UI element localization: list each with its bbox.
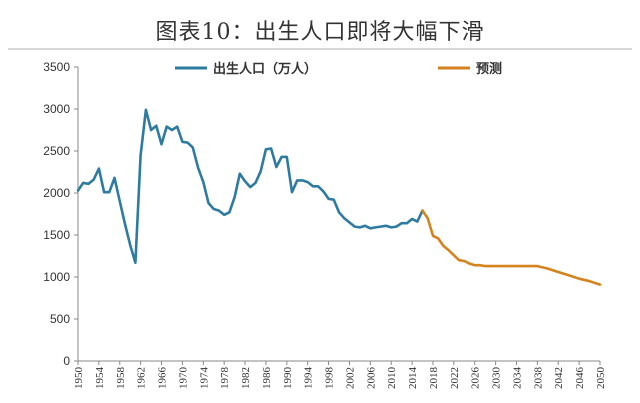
y-tick-label: 1500	[43, 228, 70, 242]
y-tick-label: 0	[63, 354, 70, 368]
x-tick-label: 2030	[491, 366, 503, 389]
x-tick-label: 2018	[428, 367, 440, 390]
y-tick-label: 2000	[43, 186, 70, 200]
x-tick-label: 2038	[532, 367, 544, 390]
x-tick-label: 2026	[470, 367, 482, 390]
x-tick-label: 1990	[282, 367, 294, 390]
x-tick-label: 2046	[574, 367, 586, 390]
x-tick-label: 1970	[177, 367, 189, 390]
x-tick-label: 1962	[136, 367, 148, 389]
y-tick-label: 500	[50, 312, 70, 326]
y-tick-label: 3000	[43, 102, 70, 116]
chart-title: 图表10：出生人口即将大幅下滑	[155, 20, 485, 45]
series-line-forecast	[421, 209, 602, 286]
chart-series	[76, 108, 602, 286]
chart-axes	[77, 67, 600, 362]
x-tick-label: 2006	[365, 367, 377, 390]
title-divider	[8, 48, 632, 50]
x-tick-label: 2050	[595, 367, 607, 390]
chart-legend: 出生人口（万人） 预测	[175, 61, 502, 77]
x-tick-label: 1998	[324, 367, 336, 390]
x-tick-label: 1974	[198, 367, 210, 390]
x-axis-ticks: 1950 1954 1958 1962 1966 1970 1974 1978 1982 1986…	[73, 361, 607, 389]
x-tick-label: 2034	[511, 367, 523, 390]
x-tick-label: 1978	[219, 367, 231, 390]
x-tick-label: 1986	[261, 367, 273, 390]
x-tick-label: 2042	[553, 367, 565, 389]
y-tick-label: 1000	[43, 270, 70, 284]
y-tick-label: 2500	[43, 144, 70, 158]
y-tick-label: 3500	[43, 60, 70, 74]
x-tick-label: 1958	[115, 367, 127, 390]
x-tick-label: 1994	[303, 367, 315, 390]
series-line-actual	[76, 108, 424, 265]
y-axis-ticks: 0 500 1000 1500 2000 2500 3000 3500	[43, 60, 78, 368]
x-tick-label: 2010	[386, 367, 398, 390]
legend-label-actual: 出生人口（万人）	[213, 61, 317, 77]
x-tick-label: 2014	[407, 367, 419, 390]
x-tick-label: 1954	[94, 367, 106, 390]
x-tick-label: 1966	[157, 367, 169, 390]
x-tick-label: 2002	[344, 367, 356, 389]
x-tick-label: 2022	[449, 367, 461, 389]
legend-label-forecast: 预测	[476, 61, 502, 77]
x-tick-label: 1982	[240, 367, 252, 389]
x-tick-label: 1950	[73, 367, 85, 390]
